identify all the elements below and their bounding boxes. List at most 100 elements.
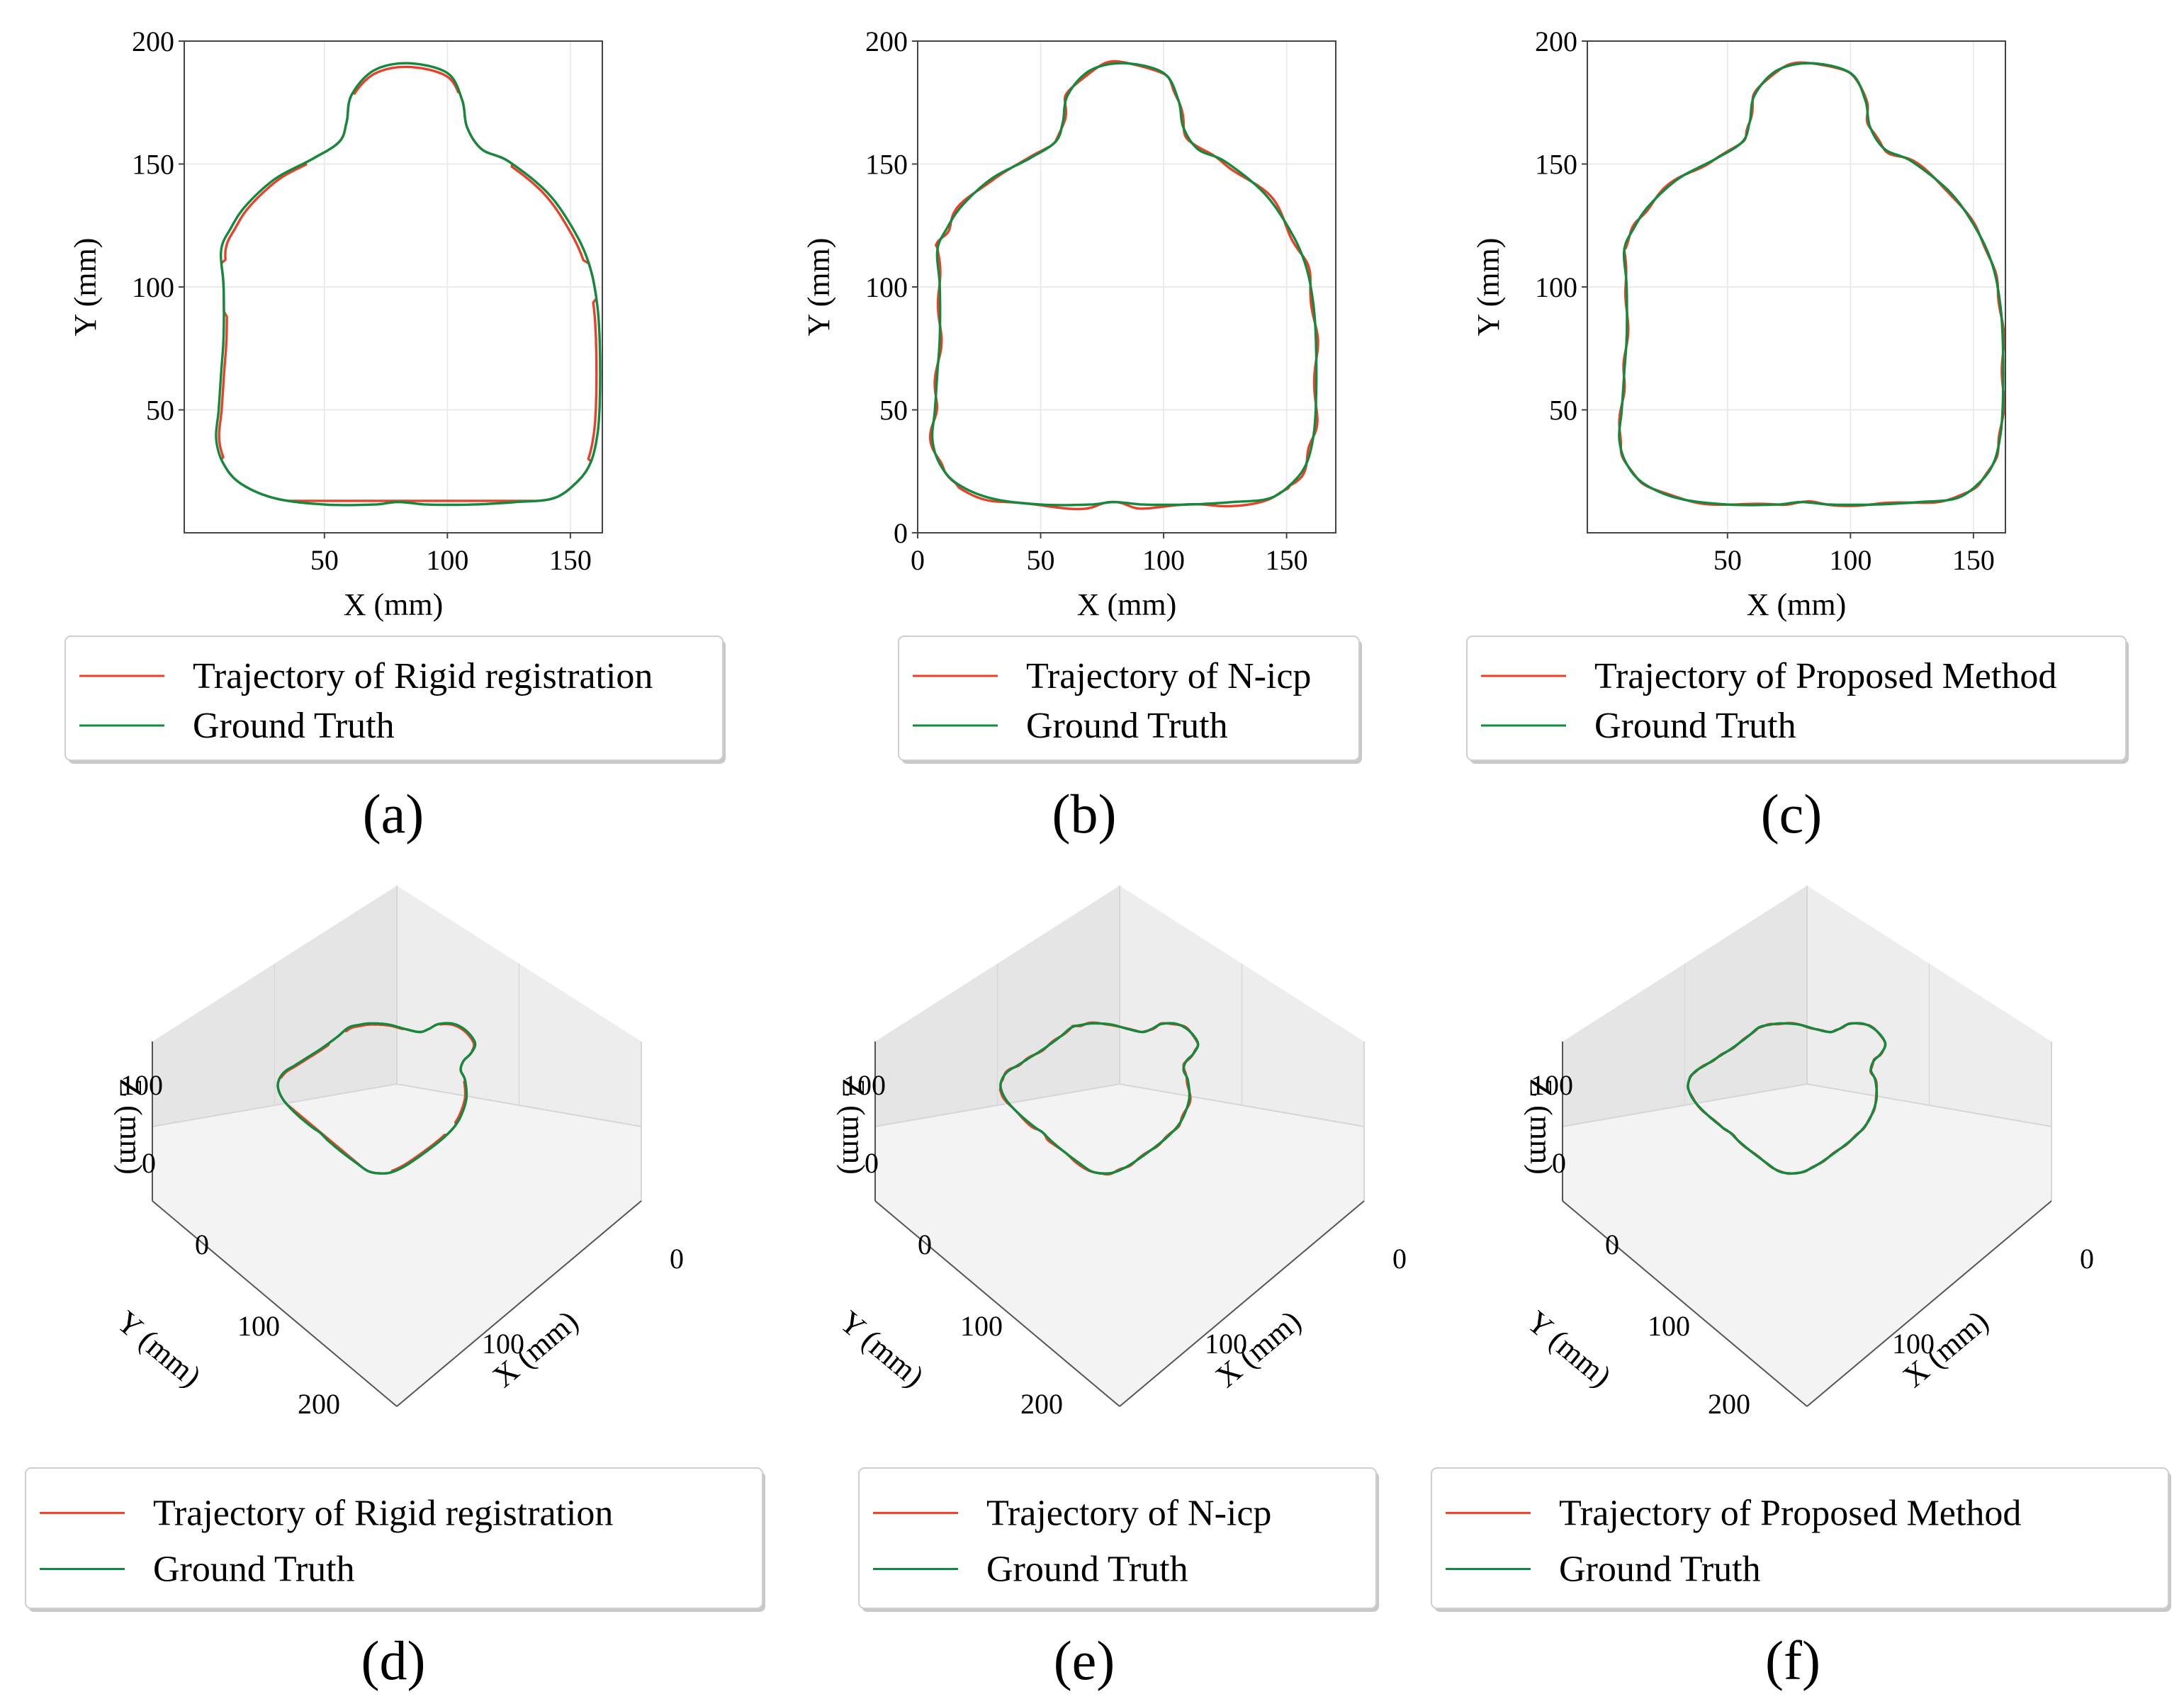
legend-trajectory-label: Trajectory of Rigid registration	[193, 656, 653, 696]
y-tick-label: 200	[298, 1388, 340, 1420]
y-axis-label: Y (mm)	[110, 1304, 208, 1394]
y-tick-label: 200	[1535, 26, 1577, 57]
z-tick-label: 0	[1552, 1147, 1566, 1179]
x-axis-label: X (mm)	[1077, 587, 1177, 622]
z-tick-label: 100	[120, 1069, 163, 1101]
legend-ground-truth-label: Ground Truth	[1559, 1550, 1761, 1590]
legend-d: Trajectory of Rigid registration Ground T…	[25, 1467, 765, 1612]
z-axis-label: Z (mm)	[836, 1078, 871, 1175]
y-tick-label: 150	[1535, 149, 1577, 181]
y-axis-label: Y (mm)	[833, 1304, 930, 1394]
x-axis-label: X (mm)	[1747, 587, 1847, 622]
y-tick-label: 100	[1648, 1310, 1690, 1342]
x-tick-label: 0	[2080, 1243, 2094, 1275]
z-axis-label: Z (mm)	[113, 1078, 148, 1175]
legend-b: Trajectory of N-icp Ground Truth	[898, 636, 1362, 764]
z-axis-label: Z (mm)	[1524, 1078, 1558, 1175]
legend-ground-truth-label: Ground Truth	[1594, 706, 1796, 746]
trajectory-line	[218, 65, 598, 502]
y-tick-label: 0	[1605, 1229, 1619, 1260]
plot-frame	[184, 40, 603, 534]
y-tick-label: 150	[865, 149, 908, 181]
y-tick-label: 100	[865, 271, 908, 303]
ground-truth-line	[276, 1022, 477, 1175]
y-tick-label: 100	[960, 1310, 1003, 1342]
legend-trajectory-label: Trajectory of Rigid registration	[153, 1493, 613, 1533]
x-axis-line	[396, 1200, 642, 1407]
legend-box	[1466, 636, 2127, 761]
y-tick-label: 0	[894, 517, 908, 549]
y-tick-label: 200	[1708, 1388, 1750, 1420]
y-tick-label: 150	[132, 149, 174, 181]
x-tick-label: 150	[1266, 544, 1308, 576]
ground-truth-line	[1687, 1022, 1887, 1175]
x-tick-label: 50	[1027, 544, 1055, 576]
panel-c: 50 100 150 50 100 150 200 X (mm) Y (mm) Trajector…	[1466, 26, 2129, 845]
y-tick-label: 200	[132, 26, 174, 57]
ground-truth-line	[999, 1022, 1200, 1175]
y-axis-line	[874, 1200, 1120, 1407]
legend-f: Trajectory of Proposed Method Ground Trut…	[1431, 1467, 2171, 1612]
y-axis-line	[152, 1200, 398, 1407]
legend-trajectory-label: Trajectory of N-icp	[1026, 656, 1311, 696]
legend-e: Trajectory of N-icp Ground Truth	[858, 1467, 1379, 1612]
y-tick-label: 50	[146, 395, 174, 427]
x-tick-label: 0	[911, 544, 925, 576]
caption: (b)	[1052, 783, 1117, 845]
panel-b: 0 50 100 150 0 50 100 150 200 X (mm) Y (mm) Traject…	[801, 26, 1362, 845]
z-tick-label: 0	[865, 1147, 879, 1179]
x-tick-label: 100	[426, 544, 468, 576]
y-axis-label: Y (mm)	[1471, 238, 1506, 337]
floor-pane	[152, 1084, 641, 1406]
x-tick-label: 0	[670, 1243, 684, 1275]
legend-trajectory-label: Trajectory of Proposed Method	[1594, 656, 2056, 696]
legend-box	[1431, 1467, 2169, 1609]
x-tick-label: 50	[1713, 544, 1742, 576]
legend-ground-truth-label: Ground Truth	[986, 1550, 1188, 1590]
legend-ground-truth-label: Ground Truth	[193, 706, 395, 746]
y-tick-label: 50	[1549, 395, 1577, 427]
caption: (a)	[363, 783, 424, 845]
y-tick-label: 100	[237, 1310, 280, 1342]
y-axis-label: Y (mm)	[1520, 1304, 1618, 1394]
y-tick-label: 200	[865, 26, 908, 57]
x-tick-label: 100	[1142, 544, 1185, 576]
x-tick-label: 150	[1952, 544, 1995, 576]
plot-frame	[1587, 40, 2006, 534]
x-tick-label: 100	[1892, 1328, 1935, 1360]
legend-trajectory-label: Trajectory of N-icp	[986, 1493, 1271, 1533]
y-tick-label: 100	[1535, 271, 1577, 303]
legend-box	[898, 636, 1360, 761]
legend-ground-truth-label: Ground Truth	[153, 1550, 355, 1590]
caption: (c)	[1761, 783, 1823, 845]
legend-trajectory-label: Trajectory of Proposed Method	[1559, 1493, 2021, 1533]
floor-pane	[1563, 1084, 2051, 1406]
z-tick-label: 0	[142, 1147, 156, 1179]
y-tick-label: 200	[1020, 1388, 1063, 1420]
legend-box	[64, 636, 724, 761]
y-tick-label: 50	[879, 395, 908, 427]
trajectory-line	[1618, 61, 2005, 507]
trajectory-line	[928, 60, 1319, 511]
x-axis-line	[1119, 1200, 1365, 1407]
x-tick-label: 100	[482, 1328, 524, 1360]
y-tick-label: 0	[918, 1229, 932, 1260]
caption: (d)	[361, 1630, 426, 1691]
x-axis-line	[1806, 1200, 2052, 1407]
caption: (e)	[1054, 1630, 1115, 1691]
legend-a: Trajectory of Rigid registration Ground T…	[64, 636, 726, 764]
caption: (f)	[1765, 1630, 1820, 1691]
legend-box	[858, 1467, 1377, 1609]
x-tick-label: 50	[310, 544, 339, 576]
y-axis-label: Y (mm)	[68, 238, 103, 337]
z-tick-label: 100	[1531, 1069, 1573, 1101]
ground-truth-line	[215, 62, 602, 507]
panel-a: 50 100 150 50 100 150 200 X (mm) Y (mm) Trajector…	[64, 26, 726, 845]
y-tick-label: 100	[132, 271, 174, 303]
y-axis-line	[1562, 1200, 1808, 1407]
legend-box	[25, 1467, 763, 1609]
ground-truth-line	[1618, 62, 2005, 507]
